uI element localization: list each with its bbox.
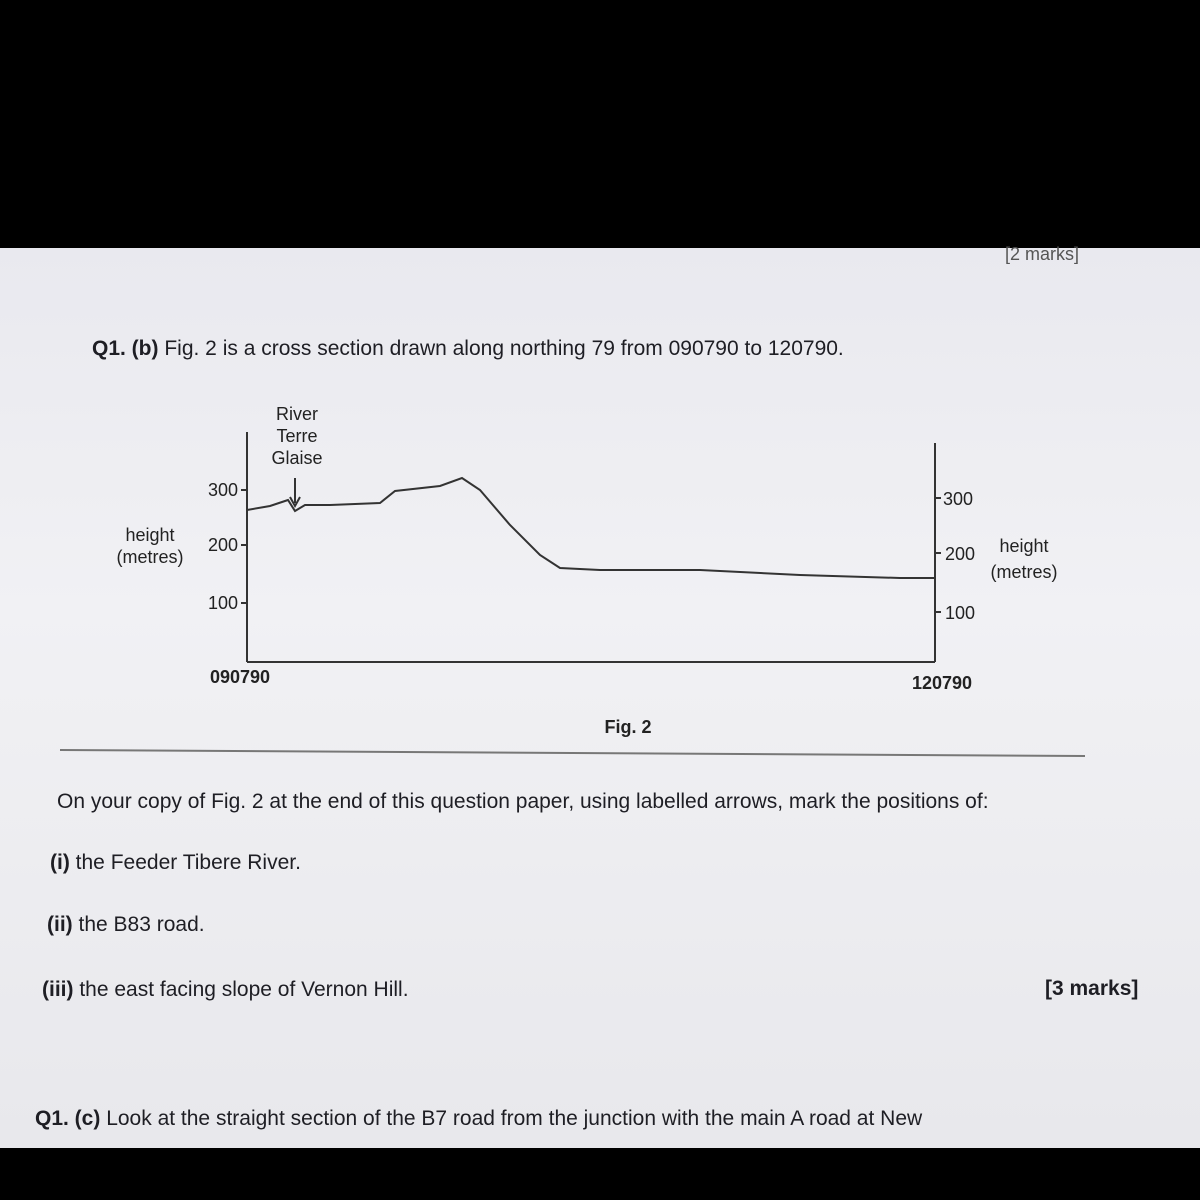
paper bbox=[0, 248, 1200, 1148]
marks-note: [2 marks] bbox=[1005, 244, 1080, 264]
axis-label: height bbox=[999, 536, 1048, 556]
tick-label: 300 bbox=[208, 480, 238, 500]
end-label: 120790 bbox=[912, 673, 972, 693]
item-text: the Feeder Tibere River. bbox=[75, 851, 301, 874]
question-text: Fig. 2 is a cross section drawn along no… bbox=[164, 337, 844, 360]
axis-label: height bbox=[125, 525, 174, 545]
divider bbox=[59, 749, 1086, 757]
figure-caption: Fig. 2 bbox=[604, 717, 651, 737]
item-label: (ii) bbox=[47, 913, 73, 936]
annotation: Glaise bbox=[271, 448, 322, 468]
annotation: River bbox=[276, 404, 318, 424]
item-text: the B83 road. bbox=[78, 913, 205, 936]
question-label: Q1. (b) bbox=[92, 337, 159, 360]
axis-label: (metres) bbox=[117, 547, 184, 567]
question-label: Q1. (c) bbox=[35, 1107, 101, 1130]
item: (ii) the B83 road. bbox=[47, 913, 205, 937]
start-label: 090790 bbox=[210, 667, 270, 687]
tick-label: 300 bbox=[943, 489, 973, 509]
tick-label: 100 bbox=[208, 593, 238, 613]
item: (iii) the east facing slope of Vernon Hi… bbox=[42, 978, 409, 1002]
instruction: On your copy of Fig. 2 at the end of thi… bbox=[57, 790, 989, 813]
item-label: (iii) bbox=[42, 978, 74, 1001]
question-c: Q1. (c) Look at the straight section of … bbox=[35, 1107, 922, 1131]
tick-label: 200 bbox=[208, 535, 238, 555]
profile-line bbox=[246, 476, 935, 579]
tick-label: 200 bbox=[945, 544, 975, 564]
tick-label: 100 bbox=[945, 603, 975, 623]
question-b: Q1. (b) Fig. 2 is a cross section drawn … bbox=[92, 337, 844, 361]
item-label: (i) bbox=[50, 851, 70, 874]
item: (i) the Feeder Tibere River. bbox=[50, 851, 301, 875]
arrow-head bbox=[289, 496, 301, 509]
item-marks: [3 marks] bbox=[1045, 977, 1139, 1000]
annotation: Terre bbox=[276, 426, 317, 446]
question-text: Look at the straight section of the B7 r… bbox=[106, 1107, 923, 1130]
item-text: the east facing slope of Vernon Hill. bbox=[79, 978, 409, 1001]
axis-label: (metres) bbox=[991, 562, 1058, 582]
